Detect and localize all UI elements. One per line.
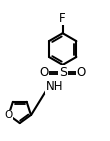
Text: O: O [40,66,49,79]
Text: NH: NH [46,80,63,93]
Text: O: O [76,66,86,79]
Text: S: S [59,66,67,79]
Text: F: F [59,12,66,25]
Text: O: O [5,110,13,120]
